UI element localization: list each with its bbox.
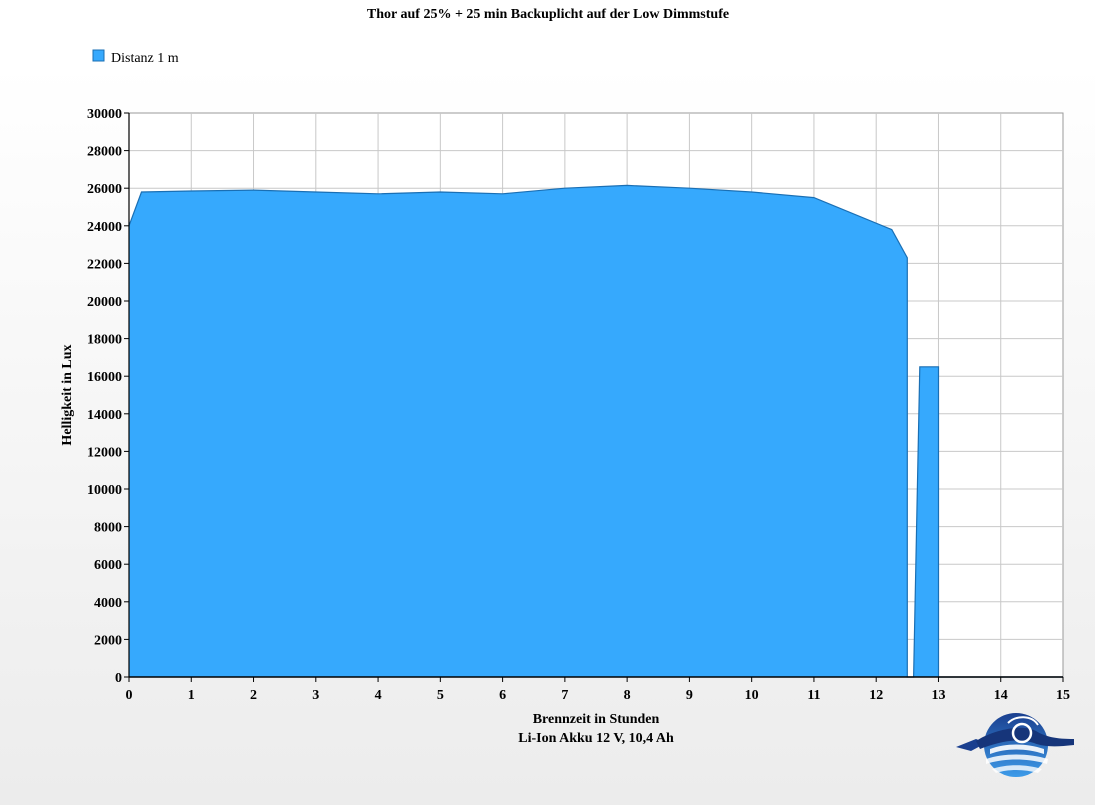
y-tick-label-6: 12000 xyxy=(87,445,122,460)
y-tick-label-12: 24000 xyxy=(87,220,122,235)
x-tick-label-9: 9 xyxy=(686,688,693,703)
x-tick-label-3: 3 xyxy=(312,688,319,703)
y-tick-label-2: 4000 xyxy=(94,596,122,611)
series-layer xyxy=(128,184,1063,678)
legend-label: Distanz 1 m xyxy=(111,51,179,66)
y-tick-label-4: 8000 xyxy=(94,521,122,536)
y-tick-label-8: 16000 xyxy=(87,370,122,385)
x-tick-label-10: 10 xyxy=(745,688,759,703)
y-tick-label-9: 18000 xyxy=(87,333,122,348)
y-tick-label-13: 26000 xyxy=(87,182,122,197)
x-tick-label-6: 6 xyxy=(499,688,506,703)
x-tick-label-13: 13 xyxy=(931,688,945,703)
y-tick-label-10: 20000 xyxy=(87,295,122,310)
y-tick-label-5: 10000 xyxy=(87,483,122,498)
y-tick-label-15: 30000 xyxy=(87,107,122,122)
x-tick-label-8: 8 xyxy=(624,688,631,703)
chart-title: Thor auf 25% + 25 min Backuplicht auf de… xyxy=(367,7,729,22)
x-tick-label-15: 15 xyxy=(1056,688,1070,703)
x-tick-label-1: 1 xyxy=(188,688,195,703)
legend: Distanz 1 m xyxy=(92,49,179,66)
series-area-0 xyxy=(129,185,1063,677)
y-axis-ticks: 0 2000 4000 6000 8000 10000 12000 14000 16000 180… xyxy=(87,107,129,686)
diver-logo xyxy=(956,713,1074,777)
x-tick-label-12: 12 xyxy=(869,688,883,703)
x-tick-label-0: 0 xyxy=(126,688,133,703)
x-axis-subtitle: Li-Ion Akku 12 V, 10,4 Ah xyxy=(518,731,674,746)
x-tick-label-7: 7 xyxy=(561,688,568,703)
axes xyxy=(128,113,1063,678)
y-tick-label-3: 6000 xyxy=(94,558,122,573)
x-tick-label-14: 14 xyxy=(994,688,1008,703)
diver-body xyxy=(976,727,1074,749)
x-axis-title: Brennzeit in Stunden xyxy=(533,712,660,727)
x-tick-label-5: 5 xyxy=(437,688,444,703)
y-tick-label-7: 14000 xyxy=(87,408,122,423)
y-tick-label-11: 22000 xyxy=(87,257,122,272)
y-axis-title: Helligkeit in Lux xyxy=(60,344,75,445)
x-tick-label-2: 2 xyxy=(250,688,257,703)
legend-swatch xyxy=(92,49,105,62)
y-tick-label-0: 0 xyxy=(115,671,122,686)
y-tick-label-14: 28000 xyxy=(87,145,122,160)
x-axis-ticks: 0 1 2 3 4 5 6 7 8 9 10 11 12 13 14 15 xyxy=(126,677,1070,703)
x-tick-label-4: 4 xyxy=(375,688,382,703)
x-tick-label-11: 11 xyxy=(807,688,820,703)
y-tick-label-1: 2000 xyxy=(94,633,122,648)
series-line-0 xyxy=(128,184,1063,678)
